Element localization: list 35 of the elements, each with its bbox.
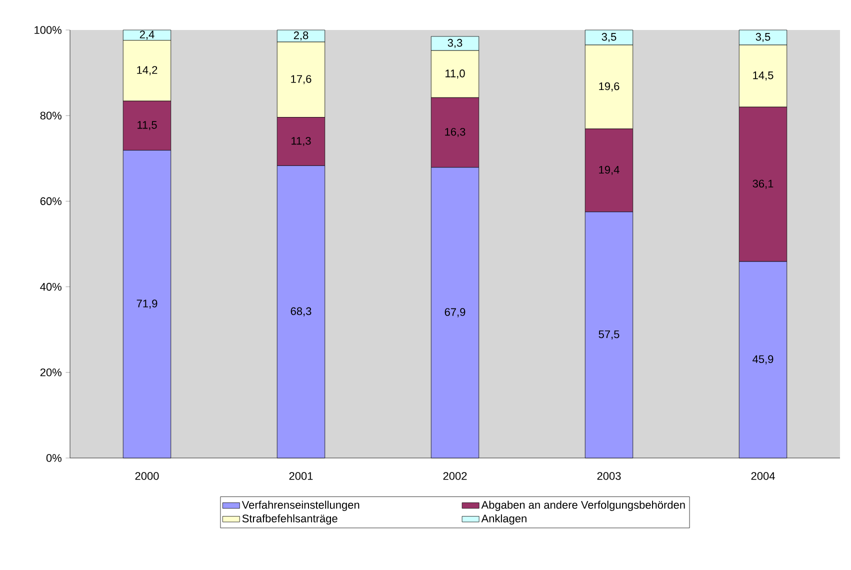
data-label: 3,5 [602, 32, 616, 42]
data-label: 16,3 [445, 128, 466, 138]
data-label: 19,4 [599, 166, 620, 175]
data-label: 19,6 [599, 82, 620, 92]
data-label: 57,5 [598, 330, 620, 340]
data-label: 3,5 [756, 32, 770, 42]
data-label: 67,9 [444, 308, 466, 318]
y-tick-label: 100% [34, 26, 62, 34]
data-label: 45,9 [752, 355, 774, 364]
data-label: 68,3 [290, 307, 312, 316]
legend-label: Anklagen [481, 514, 526, 525]
x-tick-label: 2002 [443, 472, 467, 480]
x-tick-label: 2003 [597, 472, 621, 480]
data-label: 2,4 [140, 30, 154, 40]
data-label: 2,8 [294, 31, 308, 41]
y-tick-label: 20% [40, 368, 62, 376]
data-label: 11,5 [138, 121, 157, 130]
y-tick-label: 40% [40, 282, 62, 291]
x-tick-label: 2004 [751, 472, 775, 480]
data-label: 3,3 [448, 38, 462, 48]
data-label: 11,0 [446, 70, 465, 79]
data-label: 17,6 [291, 75, 312, 84]
legend-label: Strafbefehlsanträge [242, 514, 338, 525]
x-tick-label: 2001 [289, 472, 313, 480]
data-label: 36,1 [752, 180, 774, 189]
data-label: 11,3 [292, 136, 311, 146]
data-label: 14,5 [753, 72, 774, 80]
data-label: 71,9 [136, 300, 158, 309]
legend-label: Verfahrenseinstellungen [242, 500, 360, 511]
legend-label: Abgaben an andere Verfolgungsbehörden [481, 500, 685, 511]
data-label: 14,2 [137, 66, 158, 76]
y-tick-label: 80% [40, 112, 62, 120]
y-tick-label: 0% [46, 454, 62, 462]
x-tick-label: 2000 [135, 472, 159, 480]
y-tick-label: 60% [40, 197, 62, 206]
